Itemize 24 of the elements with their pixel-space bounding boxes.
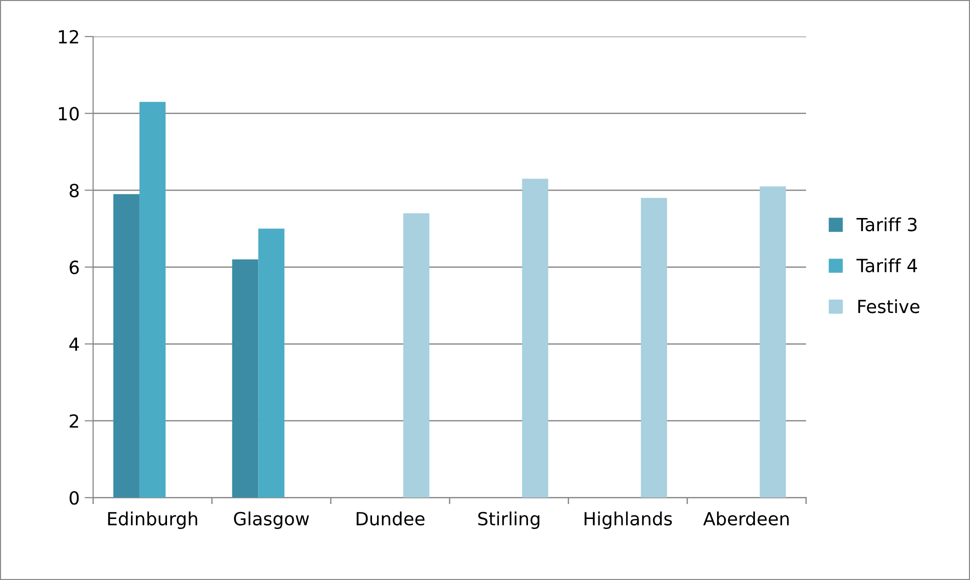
- y-tick-label: 4: [69, 338, 79, 351]
- y-tick-label: 12: [58, 30, 78, 44]
- y-tick-label: 10: [58, 106, 79, 121]
- x-tick-label: Aberdeen: [703, 512, 789, 526]
- legend-label: Tariff 4: [856, 258, 918, 272]
- x-tick-label: Highlands: [584, 512, 672, 530]
- x-tick-label: Edinburgh: [108, 512, 198, 530]
- bar: [232, 259, 258, 498]
- x-tick-label: Dundee: [356, 512, 424, 526]
- y-tick-label: 8: [70, 184, 79, 198]
- bar: [522, 178, 548, 498]
- bar: [139, 102, 166, 498]
- y-tick-label: 6: [70, 260, 79, 274]
- x-tick-label: Stirling: [478, 512, 540, 530]
- y-tick-label: 0: [70, 491, 79, 505]
- bar: [640, 198, 668, 498]
- bar: [113, 194, 140, 498]
- bar: [258, 228, 284, 498]
- bar: [760, 186, 786, 498]
- y-tick-label: 2: [70, 414, 78, 428]
- legend-label: Tariff 3: [856, 217, 917, 232]
- x-tick-label: Glasgow: [234, 512, 309, 530]
- legend-label: Festive: [858, 299, 920, 314]
- bar: [403, 213, 430, 498]
